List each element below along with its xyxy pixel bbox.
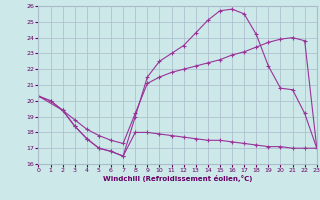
X-axis label: Windchill (Refroidissement éolien,°C): Windchill (Refroidissement éolien,°C) bbox=[103, 175, 252, 182]
